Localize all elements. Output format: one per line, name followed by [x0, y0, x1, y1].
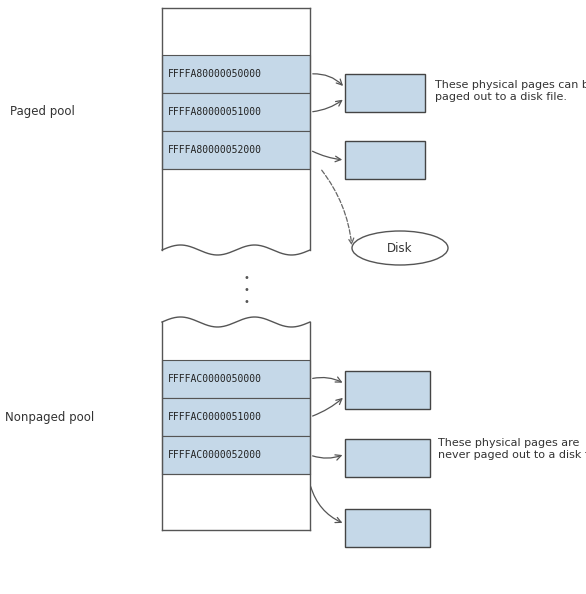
Bar [162, 93, 310, 131]
Bar [162, 474, 310, 530]
Bar [345, 74, 425, 112]
Bar [345, 439, 430, 477]
Text: •: • [243, 297, 249, 307]
Text: FFFFAC0000052000: FFFFAC0000052000 [168, 450, 262, 460]
Bar [162, 169, 310, 249]
Bar [345, 141, 425, 179]
Text: FFFFA80000052000: FFFFA80000052000 [168, 145, 262, 155]
Text: These physical pages are
never paged out to a disk file.: These physical pages are never paged out… [438, 438, 586, 460]
Text: •: • [243, 273, 249, 283]
Bar [162, 131, 310, 169]
Bar [345, 509, 430, 547]
Text: FFFFAC0000050000: FFFFAC0000050000 [168, 374, 262, 384]
Bar [162, 398, 310, 436]
Bar [345, 371, 430, 409]
Text: Disk: Disk [387, 242, 413, 254]
Bar [162, 322, 310, 360]
Bar [162, 360, 310, 398]
Text: Nonpaged pool: Nonpaged pool [5, 410, 94, 424]
Text: •: • [243, 285, 249, 295]
Text: FFFFA80000050000: FFFFA80000050000 [168, 69, 262, 79]
Text: FFFFAC0000051000: FFFFAC0000051000 [168, 412, 262, 422]
Text: These physical pages can be
paged out to a disk file.: These physical pages can be paged out to… [435, 80, 586, 102]
Bar [162, 436, 310, 474]
Ellipse shape [352, 231, 448, 265]
Text: FFFFA80000051000: FFFFA80000051000 [168, 107, 262, 117]
Bar [162, 55, 310, 93]
Text: Paged pool: Paged pool [10, 106, 75, 118]
Bar [162, 8, 310, 55]
